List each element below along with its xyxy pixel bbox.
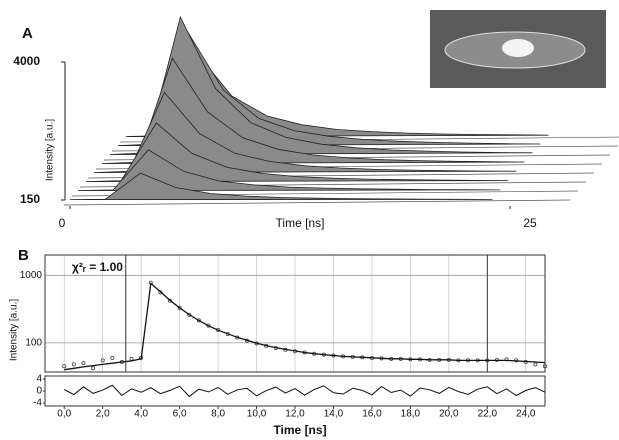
decay-trace xyxy=(101,57,525,164)
x-tick-label: 12,0 xyxy=(285,409,305,420)
data-point xyxy=(533,362,538,367)
x-tick-label: 0 xyxy=(59,216,66,230)
panel-label: B xyxy=(18,247,29,264)
x-tick-label: 8,0 xyxy=(211,409,225,420)
panel-label: A xyxy=(22,25,33,42)
y-axis-label: Intensity [a.u.] xyxy=(45,119,56,181)
y-axis-label: Intensity [a.u.] xyxy=(9,299,20,361)
x-tick-label: 10,0 xyxy=(247,409,267,420)
x-axis-label: Time [ns] xyxy=(276,216,325,230)
inset-spot xyxy=(502,39,534,57)
x-tick-label: 0,0 xyxy=(57,409,71,420)
y-tick-label: 100 xyxy=(25,337,42,348)
data-point xyxy=(187,312,192,317)
annotation: χ²ᵣ = 1.00 xyxy=(72,260,123,274)
data-point xyxy=(158,290,163,295)
decay-trace xyxy=(77,149,501,191)
y-tick-label: 150 xyxy=(20,192,40,206)
fit-curve xyxy=(64,282,546,371)
x-tick-label: 18,0 xyxy=(401,409,421,420)
y-tick-label: 4000 xyxy=(13,54,40,68)
data-point xyxy=(196,318,201,323)
data-point xyxy=(62,364,67,369)
decay-trace xyxy=(69,172,493,200)
residual-trace xyxy=(63,384,546,398)
x-axis-label: Time [ns] xyxy=(273,423,326,437)
data-point xyxy=(91,366,96,371)
data-point xyxy=(100,358,105,363)
x-tick-label: 14,0 xyxy=(324,409,344,420)
x-tick-label: 24,0 xyxy=(516,409,536,420)
y-tick-label: 1000 xyxy=(20,270,43,281)
baseline xyxy=(63,199,571,206)
plot-frame xyxy=(44,254,546,373)
inset-image xyxy=(430,10,606,88)
decay-trace xyxy=(93,91,517,173)
residual-tick-label: -4 xyxy=(33,398,42,409)
data-point xyxy=(81,361,86,366)
x-tick-label: 20,0 xyxy=(439,409,459,420)
x-tick-label: 6,0 xyxy=(173,409,187,420)
decay-trace xyxy=(85,122,509,182)
data-point xyxy=(110,355,115,360)
x-tick-label: 4,0 xyxy=(134,409,148,420)
x-tick-label: 16,0 xyxy=(362,409,382,420)
x-tick-label: 25 xyxy=(523,216,537,230)
residual-tick-label: 4 xyxy=(36,374,42,385)
x-tick-label: 22,0 xyxy=(478,409,498,420)
data-point xyxy=(167,298,172,303)
data-point xyxy=(71,362,76,367)
residual-tick-label: 0 xyxy=(36,386,42,397)
data-point xyxy=(177,305,182,310)
data-point xyxy=(543,364,548,369)
x-tick-label: 2,0 xyxy=(96,409,110,420)
